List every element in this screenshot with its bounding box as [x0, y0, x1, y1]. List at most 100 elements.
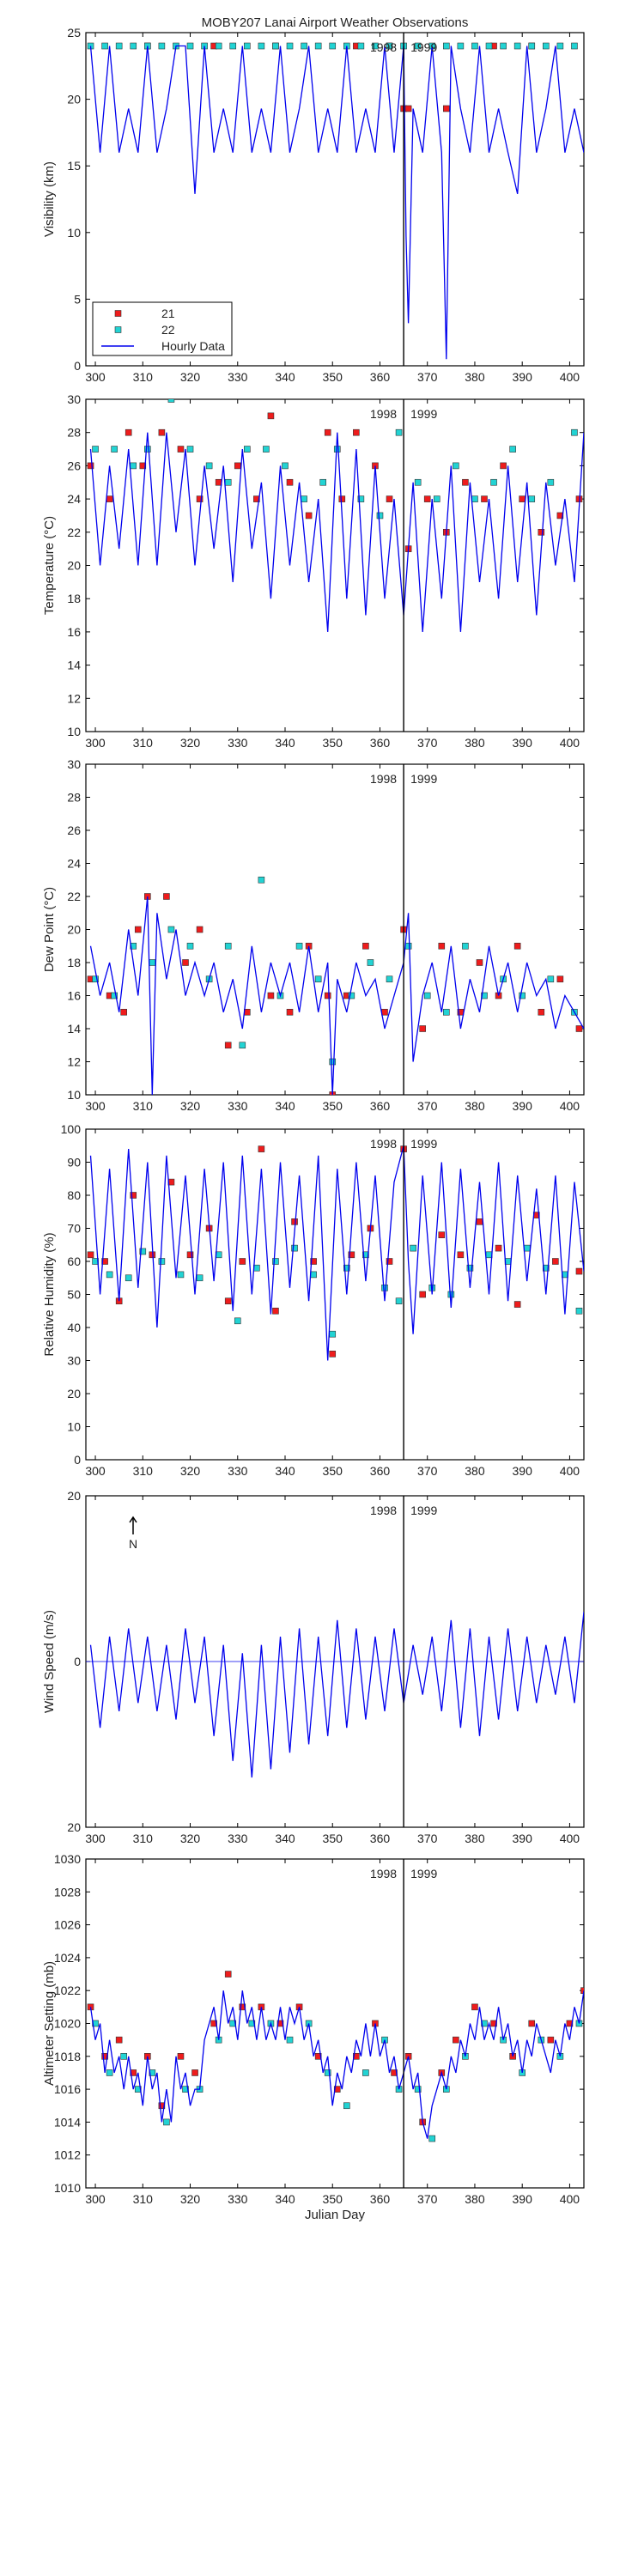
- point-21: [186, 1251, 194, 1259]
- x-tick-label: 380: [465, 2192, 485, 2206]
- point-22: [92, 975, 99, 983]
- y-tick-label: 1020: [54, 2017, 81, 2031]
- point-21: [353, 2053, 360, 2060]
- year-label-1999: 1999: [410, 772, 437, 786]
- y-tick-label: 1012: [54, 2148, 81, 2162]
- point-22: [258, 42, 265, 50]
- x-tick-label: 350: [323, 1099, 343, 1113]
- point-22: [111, 992, 118, 999]
- x-tick-label: 350: [323, 1464, 343, 1478]
- point-21: [423, 495, 431, 502]
- point-21: [495, 1244, 502, 1252]
- point-22: [167, 399, 175, 403]
- point-21: [130, 1192, 137, 1199]
- x-tick-label: 300: [85, 1099, 106, 1113]
- y-tick-label: 20: [67, 1387, 81, 1400]
- point-22: [101, 42, 108, 50]
- point-21: [580, 1987, 584, 1994]
- y-tick-label: 20: [67, 923, 81, 937]
- point-21: [272, 1307, 279, 1315]
- point-21: [476, 1218, 483, 1225]
- point-22: [134, 2086, 142, 2093]
- point-22: [301, 42, 307, 50]
- y-tick-label: 70: [67, 1222, 81, 1236]
- x-tick-label: 300: [85, 1832, 106, 1845]
- y-tick-label: 1024: [54, 1951, 81, 1965]
- x-tick-label: 330: [228, 1099, 248, 1113]
- y-tick-label: 1030: [54, 1852, 81, 1866]
- point-21: [134, 926, 142, 933]
- point-22: [381, 1285, 388, 1291]
- x-tick-label: 340: [275, 1099, 295, 1113]
- point-21: [333, 2086, 341, 2093]
- panel-5: 20 0 20 300 310 320 330 340 350 360 370 380 390 400 Wi…: [42, 1489, 585, 1845]
- y-tick-label: 15: [67, 159, 81, 173]
- point-22: [571, 428, 578, 436]
- x-tick-label: 340: [275, 1832, 295, 1845]
- point-21: [130, 2069, 137, 2076]
- point-21: [87, 1251, 94, 1259]
- x-tick-label: 370: [417, 2192, 438, 2206]
- point-21: [513, 942, 521, 950]
- point-22: [111, 446, 118, 453]
- year-label-1999: 1999: [410, 1504, 437, 1517]
- point-22: [543, 42, 550, 50]
- point-22: [443, 1008, 450, 1016]
- point-22: [115, 42, 123, 50]
- point-22: [519, 992, 526, 999]
- point-22: [310, 1271, 317, 1279]
- y-tick-label: 22: [67, 526, 81, 539]
- point-21: [210, 2020, 217, 2027]
- point-22: [186, 42, 194, 50]
- x-tick-label: 310: [133, 370, 154, 384]
- point-21: [267, 412, 275, 420]
- point-22: [314, 42, 322, 50]
- point-21: [443, 105, 450, 112]
- point-21: [476, 959, 483, 966]
- x-tick-label: 320: [180, 1464, 201, 1478]
- legend-swatch-22: [114, 326, 122, 333]
- point-22: [447, 1291, 455, 1298]
- y-tick-label: 0: [74, 359, 81, 373]
- y-tick-label: 1026: [54, 1918, 81, 1932]
- data-area: [89, 1612, 584, 1778]
- x-tick-label: 300: [85, 2192, 106, 2206]
- point-22: [182, 2086, 189, 2093]
- year-label-1998: 1998: [370, 1137, 397, 1151]
- x-tick-label: 370: [417, 1099, 438, 1113]
- y-tick-label: 30: [67, 757, 81, 771]
- point-21: [120, 1008, 127, 1016]
- point-22: [167, 926, 175, 933]
- point-22: [329, 42, 337, 50]
- y-tick-label: 18: [67, 592, 81, 605]
- point-22: [130, 42, 137, 50]
- x-tick-label: 400: [560, 2192, 580, 2206]
- point-22: [130, 942, 137, 950]
- panel-4: 0 10 20 30 40 50 60 70 80 90 100 300 310 320 330 340 350…: [42, 1122, 585, 1478]
- y-tick-label: 100: [61, 1122, 82, 1136]
- y-tick-label: 22: [67, 890, 81, 903]
- x-tick-label: 400: [560, 736, 580, 750]
- point-21: [106, 495, 113, 502]
- point-21: [253, 495, 260, 502]
- y-tick-label: 24: [67, 492, 81, 506]
- y-tick-label: 14: [67, 659, 81, 672]
- year-label-1998: 1998: [370, 407, 397, 421]
- x-tick-label: 350: [323, 736, 343, 750]
- plot-frame: [85, 1858, 585, 2189]
- x-tick-label: 380: [465, 1464, 485, 1478]
- point-21: [329, 1351, 337, 1358]
- point-21: [438, 942, 446, 950]
- point-22: [575, 1307, 583, 1315]
- point-22: [239, 1042, 246, 1049]
- point-21: [381, 1008, 388, 1016]
- year-label-1998: 1998: [370, 1504, 397, 1517]
- point-22: [139, 1248, 147, 1255]
- point-22: [301, 495, 307, 502]
- x-axis-label: Julian Day: [305, 2208, 366, 2222]
- point-22: [286, 42, 294, 50]
- point-22: [428, 2135, 436, 2142]
- point-22: [186, 446, 194, 453]
